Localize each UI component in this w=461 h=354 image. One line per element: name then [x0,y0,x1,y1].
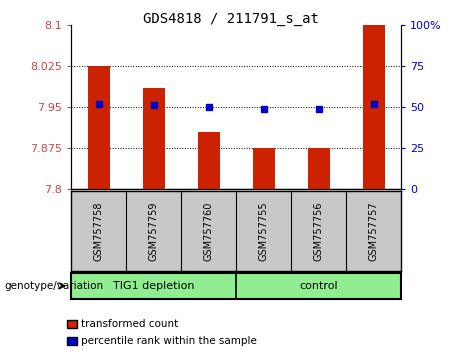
Bar [143,88,165,189]
Bar [253,148,275,189]
Text: GSM757755: GSM757755 [259,201,269,261]
Text: GSM757756: GSM757756 [313,201,324,261]
Bar [363,25,384,189]
Text: GSM757757: GSM757757 [369,201,378,261]
Text: GDS4818 / 211791_s_at: GDS4818 / 211791_s_at [142,12,319,27]
Bar [88,66,110,189]
Text: percentile rank within the sample: percentile rank within the sample [81,336,257,346]
Text: genotype/variation: genotype/variation [5,281,104,291]
Text: GSM757758: GSM757758 [94,201,104,261]
Text: TIG1 depletion: TIG1 depletion [113,281,195,291]
Bar [307,148,330,189]
Bar [198,132,220,189]
Text: GSM757759: GSM757759 [149,201,159,261]
Text: transformed count: transformed count [81,319,178,329]
Text: GSM757760: GSM757760 [204,201,214,261]
Text: control: control [299,281,338,291]
